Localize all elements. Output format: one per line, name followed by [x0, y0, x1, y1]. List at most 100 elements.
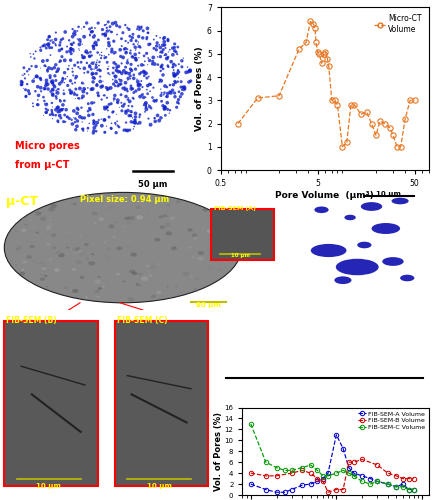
Point — [71, 107, 78, 115]
Point — [163, 92, 170, 100]
Point — [56, 46, 63, 54]
Point — [158, 63, 165, 71]
Ellipse shape — [204, 266, 210, 270]
Point — [175, 60, 182, 68]
Point — [81, 23, 87, 31]
Point — [164, 106, 171, 114]
Point — [128, 86, 135, 94]
FIB-SEM-B Volume — [289, 470, 294, 476]
Point — [153, 42, 160, 50]
Point — [57, 38, 64, 46]
Point — [175, 100, 182, 108]
Point — [94, 82, 100, 90]
Point — [181, 84, 187, 92]
Point — [122, 107, 129, 115]
Point — [124, 126, 131, 134]
Point — [73, 72, 80, 80]
Point — [86, 52, 93, 60]
Point — [182, 85, 189, 93]
Point — [126, 126, 133, 134]
FIB-SEM-C Volume — [340, 468, 346, 473]
Ellipse shape — [209, 210, 211, 212]
Point — [37, 84, 44, 92]
Ellipse shape — [125, 290, 127, 292]
Text: 80 μm: 80 μm — [196, 302, 221, 308]
Ellipse shape — [56, 274, 63, 279]
Point — [154, 39, 161, 47]
Point — [123, 48, 129, 56]
FancyBboxPatch shape — [4, 322, 97, 486]
Text: FIB-SEM (C): FIB-SEM (C) — [117, 316, 167, 325]
Point — [53, 87, 60, 95]
Point — [149, 58, 156, 66]
Ellipse shape — [149, 266, 156, 270]
Point — [143, 102, 150, 110]
Ellipse shape — [97, 296, 100, 298]
Point — [20, 84, 27, 92]
Point — [107, 28, 114, 36]
Point — [101, 128, 108, 136]
Point — [27, 50, 34, 58]
Point — [105, 50, 112, 58]
Point — [72, 74, 79, 82]
Ellipse shape — [361, 202, 382, 211]
Ellipse shape — [35, 232, 39, 234]
Point — [41, 62, 48, 70]
Point — [112, 48, 119, 56]
Point — [136, 49, 143, 57]
Ellipse shape — [194, 289, 199, 292]
Point — [135, 62, 142, 70]
Point — [32, 48, 39, 56]
Ellipse shape — [36, 263, 39, 265]
Point — [162, 104, 169, 112]
Point — [81, 69, 87, 77]
Point — [123, 92, 129, 100]
Point — [40, 42, 47, 50]
Point — [165, 48, 172, 56]
Point — [45, 85, 52, 93]
Ellipse shape — [220, 253, 221, 254]
Point — [116, 123, 123, 131]
Point — [77, 113, 84, 121]
FIB-SEM-B Volume — [300, 468, 305, 473]
FIB-SEM-A Volume — [300, 482, 305, 488]
Point — [74, 104, 81, 112]
Point — [101, 105, 108, 113]
Point — [98, 52, 105, 60]
Point — [81, 64, 88, 72]
Point — [110, 76, 116, 84]
Point — [41, 84, 48, 92]
Point — [84, 68, 91, 76]
Point — [108, 100, 115, 108]
Point — [127, 112, 134, 120]
Point — [136, 113, 143, 121]
Point — [126, 112, 132, 120]
Point — [165, 36, 171, 44]
FIB-SEM-B Volume — [326, 490, 331, 496]
Point — [34, 82, 41, 90]
Point — [71, 30, 78, 38]
Point — [113, 66, 120, 74]
Point — [99, 30, 106, 38]
Point — [165, 36, 171, 44]
Point — [151, 44, 158, 52]
Point — [136, 70, 143, 78]
Point — [108, 124, 115, 132]
Ellipse shape — [215, 252, 221, 256]
Point — [137, 92, 144, 100]
Point — [118, 99, 125, 107]
Point — [142, 70, 149, 78]
Ellipse shape — [17, 246, 22, 249]
Point — [53, 92, 60, 100]
Point — [91, 118, 98, 126]
Point — [102, 30, 109, 38]
Point — [94, 89, 101, 97]
FIB-SEM-B Volume — [340, 486, 346, 492]
Point — [69, 32, 76, 40]
Ellipse shape — [72, 250, 78, 254]
Ellipse shape — [62, 241, 65, 242]
Point — [31, 74, 38, 82]
Point — [121, 100, 128, 108]
FIB-SEM-C Volume — [346, 470, 352, 476]
Point — [175, 96, 182, 104]
